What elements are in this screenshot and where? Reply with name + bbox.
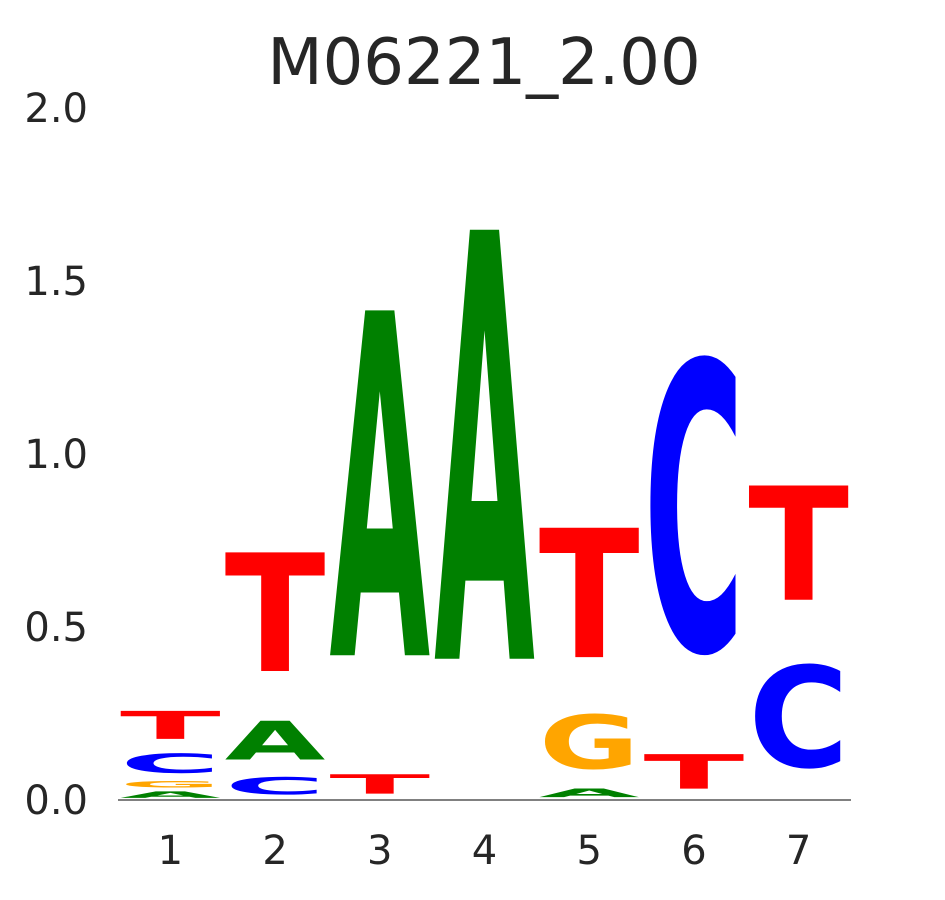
logo-letter-c: C <box>748 638 849 800</box>
x-tick-label: 4 <box>472 828 497 874</box>
logo-letter-t: T <box>748 455 849 637</box>
x-axis: 1 2 3 4 5 6 7 <box>158 828 812 874</box>
logo-letter-c: C <box>225 773 326 800</box>
y-tick-label: 0.5 <box>24 605 88 651</box>
logo-letter-a: A <box>329 216 431 767</box>
logo-letter-t: T <box>329 769 430 800</box>
x-tick-label: 6 <box>681 828 706 874</box>
logo-letter-a: A <box>225 711 326 773</box>
logo-letter-c: C <box>120 748 221 779</box>
y-tick-label: 0.0 <box>24 778 88 824</box>
logo-letter-c: C <box>644 282 745 743</box>
y-tick-label: 1.5 <box>24 259 88 305</box>
logo-letter-g: G <box>539 700 640 786</box>
y-tick-label: 1.0 <box>24 432 88 478</box>
logo-letter-a: A <box>120 790 221 800</box>
y-axis: 0.0 0.5 1.0 1.5 2.0 <box>24 86 88 824</box>
logo-letter-t: T <box>644 745 745 800</box>
x-tick-label: 7 <box>786 828 811 874</box>
logo-letter-a: A <box>539 786 640 800</box>
x-tick-label: 1 <box>158 828 183 874</box>
logo-letter-t: T <box>225 520 326 710</box>
chart-title: M06221_2.00 <box>267 26 700 100</box>
x-tick-label: 2 <box>262 828 287 874</box>
x-tick-label: 5 <box>576 828 601 874</box>
logo-letter-a: A <box>434 112 536 798</box>
logo-letter-t: T <box>539 494 640 699</box>
logo-letter-g: G <box>120 779 221 789</box>
x-tick-label: 3 <box>367 828 392 874</box>
logo-letter-t: T <box>120 704 221 749</box>
y-tick-label: 2.0 <box>24 86 88 132</box>
